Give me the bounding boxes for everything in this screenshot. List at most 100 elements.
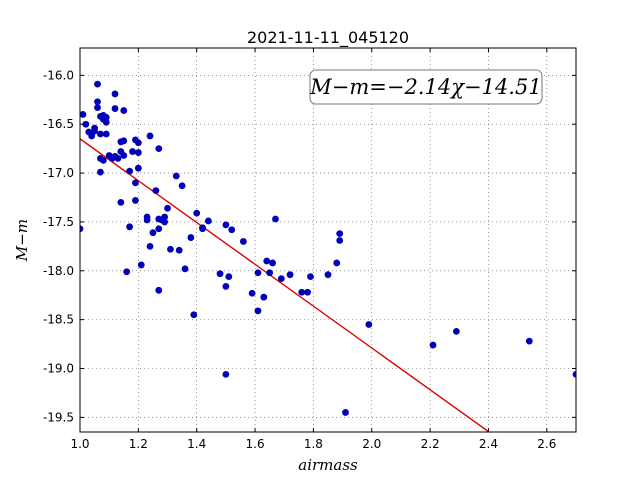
data-point [146,242,154,250]
data-point [102,130,110,138]
data-point [429,341,437,349]
data-point [80,225,84,233]
data-point [572,370,576,378]
data-point [80,111,87,118]
y-tick-label: -16.5 [43,117,74,131]
data-point [134,149,142,156]
data-points [80,80,576,432]
data-point [134,139,142,147]
y-tick-label: -18.0 [43,264,74,278]
data-point [114,155,122,162]
plot-frame [79,47,577,433]
data-point [123,268,131,276]
data-point [117,198,125,206]
data-point [324,271,332,279]
data-point [193,209,201,217]
x-tick-label: 2.2 [421,437,440,451]
data-point [204,217,212,225]
x-tick-label: 2.4 [479,437,498,451]
data-point [175,246,183,254]
data-point [187,234,195,241]
data-point [239,238,247,245]
data-point [143,216,151,224]
data-point [266,269,274,277]
data-point [167,245,174,253]
data-point [102,113,110,121]
data-point [222,221,230,229]
data-point [199,224,206,232]
plot-background [80,48,576,432]
data-point [172,172,180,180]
y-tick-label: -19.5 [43,410,74,424]
data-point [155,145,163,153]
data-point [82,120,90,128]
data-point [126,223,133,231]
data-point [269,259,276,267]
data-point [164,204,171,212]
data-point [248,289,256,297]
data-point [152,187,160,195]
x-tick-label: 1.6 [246,437,265,451]
data-point [161,218,169,226]
data-point [222,283,230,290]
data-point [254,269,262,277]
y-tick-label: -17.0 [43,166,74,180]
data-point [277,275,285,282]
data-point [304,288,311,296]
fit-line [80,138,489,432]
data-point [365,321,373,328]
data-point [134,164,142,172]
data-point [94,104,101,112]
data-point [97,130,104,138]
data-point [91,127,98,135]
data-point [254,307,262,315]
data-point [111,105,119,112]
fit-equation-box: M−m=−2.14χ−14.51 [309,69,543,105]
y-tick-label: -17.5 [43,215,74,229]
data-point [307,273,314,281]
data-point [120,152,128,159]
data-point [286,271,294,279]
data-point [132,197,139,204]
x-tick-label: 1.4 [187,437,206,451]
data-point [452,327,460,335]
data-point [225,273,233,281]
data-point [120,137,128,145]
data-point [216,270,224,278]
data-point [120,107,128,114]
x-tick-label: 1.0 [70,437,89,451]
data-point [272,215,279,223]
data-point [129,148,136,155]
data-point [190,311,198,319]
data-point [94,98,101,106]
y-tick-label: -18.5 [43,313,74,327]
data-point [99,156,107,164]
data-point [155,286,163,294]
x-tick-label: 2.6 [537,437,556,451]
data-point [161,213,169,221]
data-point [102,118,110,126]
data-point [137,261,145,269]
data-point [333,259,341,267]
axis-ticks: 1.0 1.2 1.4 1.6 1.8 2.0 2.2 2.4 2.6 -16.0 -16.5 -17… [43,48,576,451]
data-point [260,293,268,301]
data-point [402,431,406,432]
data-point [126,167,133,175]
y-tick-label: -19.0 [43,361,74,375]
fit-equation-text: M−m=−2.14χ−14.51 [309,75,541,99]
data-point [178,182,186,190]
chart-title: 2021-11-11_045120 [247,28,409,48]
data-point [181,265,189,273]
data-point [342,409,349,416]
x-tick-label: 2.0 [362,437,381,451]
fit-line-layer [80,138,489,432]
x-tick-label: 1.2 [129,437,148,451]
x-axis-label: airmass [298,456,358,474]
data-point [94,80,101,88]
data-point [155,225,163,233]
data-point [97,168,104,176]
data-point [111,90,119,98]
data-point [88,132,96,140]
data-point [336,230,344,238]
